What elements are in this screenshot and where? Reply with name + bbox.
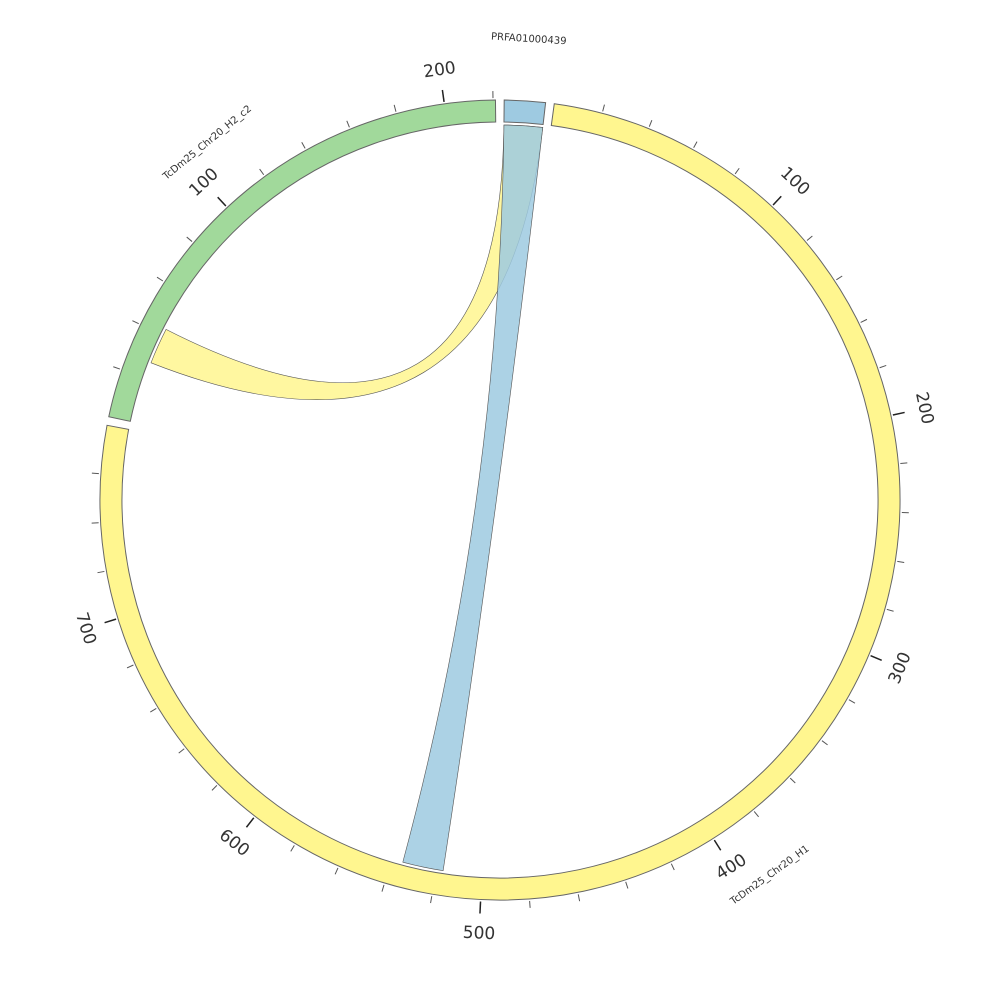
minor-tick (886, 608, 894, 612)
segment-band (99, 103, 901, 901)
tick-label: 500 (462, 923, 495, 945)
tick-label: 100 (776, 163, 813, 200)
tick-label: 100 (185, 164, 222, 201)
minor-tick (259, 168, 265, 176)
minor-tick (301, 142, 306, 149)
minor-tick (178, 748, 185, 754)
minor-tick (113, 366, 121, 370)
major-tick (441, 89, 445, 103)
tick-label: 700 (71, 610, 100, 647)
minor-tick (836, 275, 843, 281)
link-ribbon (402, 124, 544, 872)
minor-tick (734, 167, 740, 175)
minor-tick (186, 236, 193, 242)
minor-tick (753, 811, 759, 818)
minor-tick (789, 777, 796, 784)
minor-tick (334, 867, 339, 875)
minor-tick (625, 881, 629, 889)
major-tick (870, 654, 882, 662)
segment-label: PRFA01000439 (491, 32, 567, 48)
minor-tick (132, 320, 139, 325)
tick-label: 600 (215, 825, 253, 861)
minor-tick (860, 318, 868, 323)
major-tick (479, 901, 482, 914)
minor-tick (577, 894, 581, 902)
minor-tick (879, 364, 887, 369)
minor-tick (156, 276, 164, 282)
minor-tick (150, 708, 157, 713)
minor-tick (97, 570, 105, 574)
tick-label: 200 (911, 390, 937, 426)
major-tick (713, 839, 722, 851)
major-tick (772, 195, 782, 206)
tick-label: 400 (712, 850, 750, 884)
minor-tick (900, 462, 908, 464)
minor-tick (848, 699, 856, 704)
minor-tick (393, 104, 397, 112)
major-tick (104, 618, 117, 624)
segment-band (503, 99, 547, 126)
minor-tick (821, 740, 828, 746)
major-tick (217, 196, 227, 207)
links (150, 124, 544, 872)
tick-label: 300 (885, 649, 916, 687)
minor-tick (648, 120, 653, 127)
minor-tick (381, 884, 385, 892)
major-tick (245, 817, 255, 828)
minor-tick (126, 664, 134, 669)
major-tick (892, 411, 905, 416)
minor-tick (290, 845, 295, 852)
minor-tick (346, 120, 350, 128)
minor-tick (806, 235, 813, 241)
minor-tick (693, 141, 698, 148)
tick-label: 200 (422, 58, 457, 82)
minor-tick (897, 560, 905, 563)
minor-tick (602, 104, 605, 112)
minor-tick (670, 863, 675, 871)
minor-tick (430, 896, 433, 904)
minor-tick (211, 785, 218, 791)
segment-band (108, 99, 497, 422)
minor-tick (529, 900, 531, 908)
